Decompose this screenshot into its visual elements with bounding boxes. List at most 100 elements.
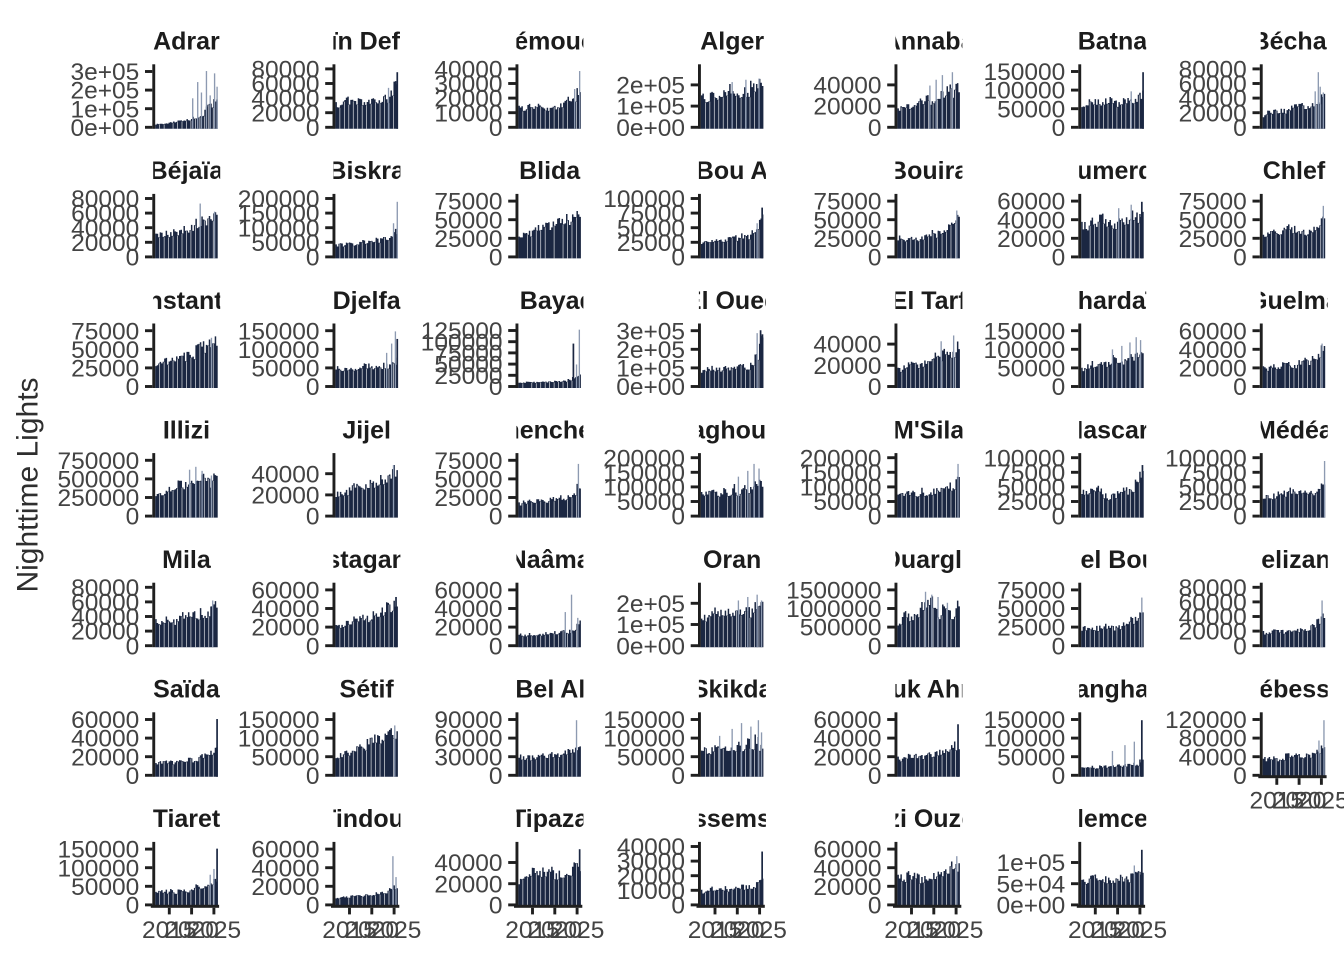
svg-text:80000: 80000 xyxy=(71,186,139,213)
svg-text:El Oued: El Oued xyxy=(685,287,779,315)
svg-text:Oran: Oran xyxy=(703,546,761,574)
svg-text:150000: 150000 xyxy=(58,837,140,864)
svg-text:2020: 2020 xyxy=(164,917,219,944)
svg-text:0e+00: 0e+00 xyxy=(616,374,685,401)
svg-text:0: 0 xyxy=(489,245,503,272)
svg-text:40000: 40000 xyxy=(1179,337,1247,364)
svg-text:Relizane: Relizane xyxy=(1243,546,1344,574)
svg-text:Sétif: Sétif xyxy=(340,676,395,704)
svg-text:Annaba: Annaba xyxy=(883,28,976,56)
svg-text:25000: 25000 xyxy=(1179,226,1247,253)
svg-text:40000: 40000 xyxy=(813,73,881,100)
svg-text:150000: 150000 xyxy=(984,707,1066,734)
svg-text:40000: 40000 xyxy=(251,855,319,882)
svg-text:2020: 2020 xyxy=(710,917,765,944)
svg-text:20000: 20000 xyxy=(71,619,139,646)
svg-text:50000: 50000 xyxy=(71,337,139,364)
svg-text:Tébessa: Tébessa xyxy=(1244,676,1344,704)
svg-text:0: 0 xyxy=(1233,504,1247,531)
svg-text:1e+05: 1e+05 xyxy=(616,612,685,639)
svg-text:25000: 25000 xyxy=(997,489,1065,516)
svg-text:20000: 20000 xyxy=(1179,619,1247,646)
svg-text:Constantine: Constantine xyxy=(114,287,259,315)
svg-text:50000: 50000 xyxy=(1179,207,1247,234)
svg-text:0: 0 xyxy=(1052,504,1066,531)
svg-text:1000000: 1000000 xyxy=(786,596,881,623)
svg-text:Tindouf: Tindouf xyxy=(321,805,413,833)
svg-text:Médéa: Médéa xyxy=(1255,416,1334,444)
svg-text:Mascara: Mascara xyxy=(1062,416,1163,444)
svg-text:40000: 40000 xyxy=(434,596,502,623)
svg-text:80000: 80000 xyxy=(1179,57,1247,84)
svg-text:0: 0 xyxy=(306,245,320,272)
svg-text:0: 0 xyxy=(306,115,320,142)
svg-text:2025: 2025 xyxy=(929,917,984,944)
svg-text:40000: 40000 xyxy=(251,596,319,623)
svg-text:0: 0 xyxy=(868,633,882,660)
svg-text:0: 0 xyxy=(489,115,503,142)
svg-text:Naâma: Naâma xyxy=(509,546,592,574)
svg-text:3e+05: 3e+05 xyxy=(70,59,139,86)
svg-text:60000: 60000 xyxy=(251,71,319,98)
svg-text:80000: 80000 xyxy=(1179,575,1247,602)
svg-text:2015: 2015 xyxy=(884,917,939,944)
svg-text:1e+05: 1e+05 xyxy=(996,850,1065,877)
svg-text:75000: 75000 xyxy=(434,341,502,368)
svg-text:50000: 50000 xyxy=(434,467,502,494)
svg-text:75000: 75000 xyxy=(997,578,1065,605)
svg-text:150000: 150000 xyxy=(238,318,320,345)
svg-text:100000: 100000 xyxy=(603,186,685,213)
svg-text:Béjaïa: Béjaïa xyxy=(150,157,225,185)
svg-text:0: 0 xyxy=(868,504,882,531)
svg-text:80000: 80000 xyxy=(1179,726,1247,753)
svg-text:60000: 60000 xyxy=(71,590,139,617)
svg-text:40000: 40000 xyxy=(1179,604,1247,631)
svg-text:75000: 75000 xyxy=(1179,189,1247,216)
svg-text:25000: 25000 xyxy=(813,226,881,253)
svg-text:100000: 100000 xyxy=(603,726,685,753)
svg-text:2e+05: 2e+05 xyxy=(616,337,685,364)
svg-text:20000: 20000 xyxy=(71,744,139,771)
svg-text:60000: 60000 xyxy=(813,837,881,864)
svg-text:0: 0 xyxy=(306,763,320,790)
svg-text:25000: 25000 xyxy=(1179,489,1247,516)
svg-text:500000: 500000 xyxy=(800,615,882,642)
svg-text:25000: 25000 xyxy=(617,230,685,257)
svg-text:20000: 20000 xyxy=(617,863,685,890)
svg-text:150000: 150000 xyxy=(238,707,320,734)
svg-text:30000: 30000 xyxy=(434,71,502,98)
svg-text:0: 0 xyxy=(126,374,140,401)
svg-text:0: 0 xyxy=(868,374,882,401)
svg-text:40000: 40000 xyxy=(434,850,502,877)
svg-text:200000: 200000 xyxy=(238,186,320,213)
svg-text:2025: 2025 xyxy=(187,917,242,944)
svg-text:Blida: Blida xyxy=(519,157,581,185)
svg-text:Guelma: Guelma xyxy=(1248,287,1341,315)
svg-text:40000: 40000 xyxy=(71,604,139,631)
svg-text:Tamanghasset: Tamanghasset xyxy=(1026,676,1200,704)
svg-text:50000: 50000 xyxy=(813,489,881,516)
svg-text:2025: 2025 xyxy=(1113,917,1168,944)
svg-text:5e+04: 5e+04 xyxy=(996,871,1065,898)
svg-text:0: 0 xyxy=(489,504,503,531)
svg-text:20000: 20000 xyxy=(434,615,502,642)
svg-text:100000: 100000 xyxy=(984,78,1066,105)
svg-text:150000: 150000 xyxy=(800,460,882,487)
svg-text:1e+05: 1e+05 xyxy=(70,96,139,123)
svg-text:100000: 100000 xyxy=(800,475,882,502)
svg-text:2e+05: 2e+05 xyxy=(616,73,685,100)
svg-text:Béchar: Béchar xyxy=(1252,28,1337,56)
svg-text:150000: 150000 xyxy=(984,318,1066,345)
svg-text:Nighttime Lights: Nighttime Lights xyxy=(12,377,45,592)
svg-text:60000: 60000 xyxy=(434,726,502,753)
svg-text:Alger: Alger xyxy=(700,28,764,56)
svg-text:2015: 2015 xyxy=(688,917,743,944)
svg-text:250000: 250000 xyxy=(58,485,140,512)
svg-text:20000: 20000 xyxy=(997,226,1065,253)
svg-text:Aïn Témouchent: Aïn Témouchent xyxy=(452,28,649,56)
svg-text:25000: 25000 xyxy=(434,363,502,390)
svg-text:75000: 75000 xyxy=(997,460,1065,487)
svg-text:Ghardaïa: Ghardaïa xyxy=(1058,287,1167,315)
svg-text:0: 0 xyxy=(1052,245,1066,272)
svg-text:60000: 60000 xyxy=(71,707,139,734)
